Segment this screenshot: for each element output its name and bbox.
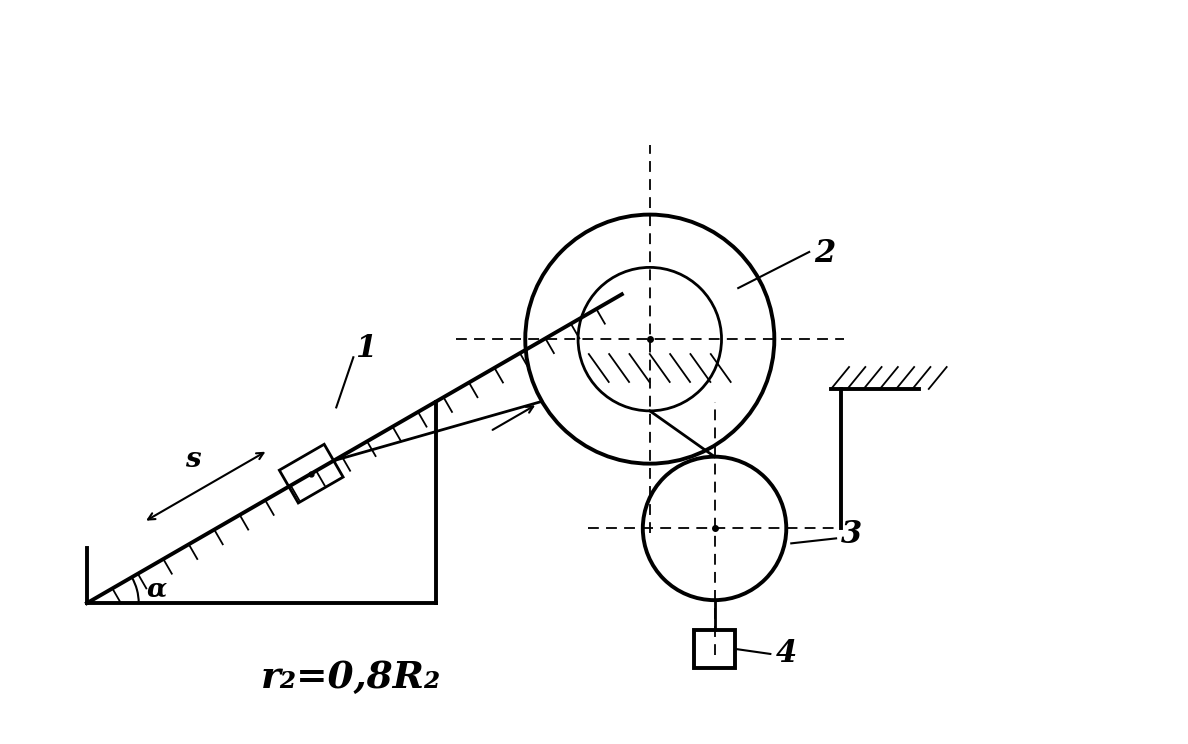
Circle shape — [579, 267, 721, 411]
Bar — [694, 630, 735, 668]
Text: 2: 2 — [814, 238, 835, 269]
Circle shape — [525, 214, 775, 464]
Text: 1: 1 — [355, 333, 377, 365]
Text: s: s — [185, 446, 201, 473]
Text: r₂=0,8R₂: r₂=0,8R₂ — [261, 659, 442, 696]
Text: α: α — [146, 576, 168, 601]
Circle shape — [643, 457, 786, 600]
Polygon shape — [279, 444, 343, 503]
Text: 4: 4 — [776, 638, 797, 669]
Text: 3: 3 — [841, 519, 862, 551]
